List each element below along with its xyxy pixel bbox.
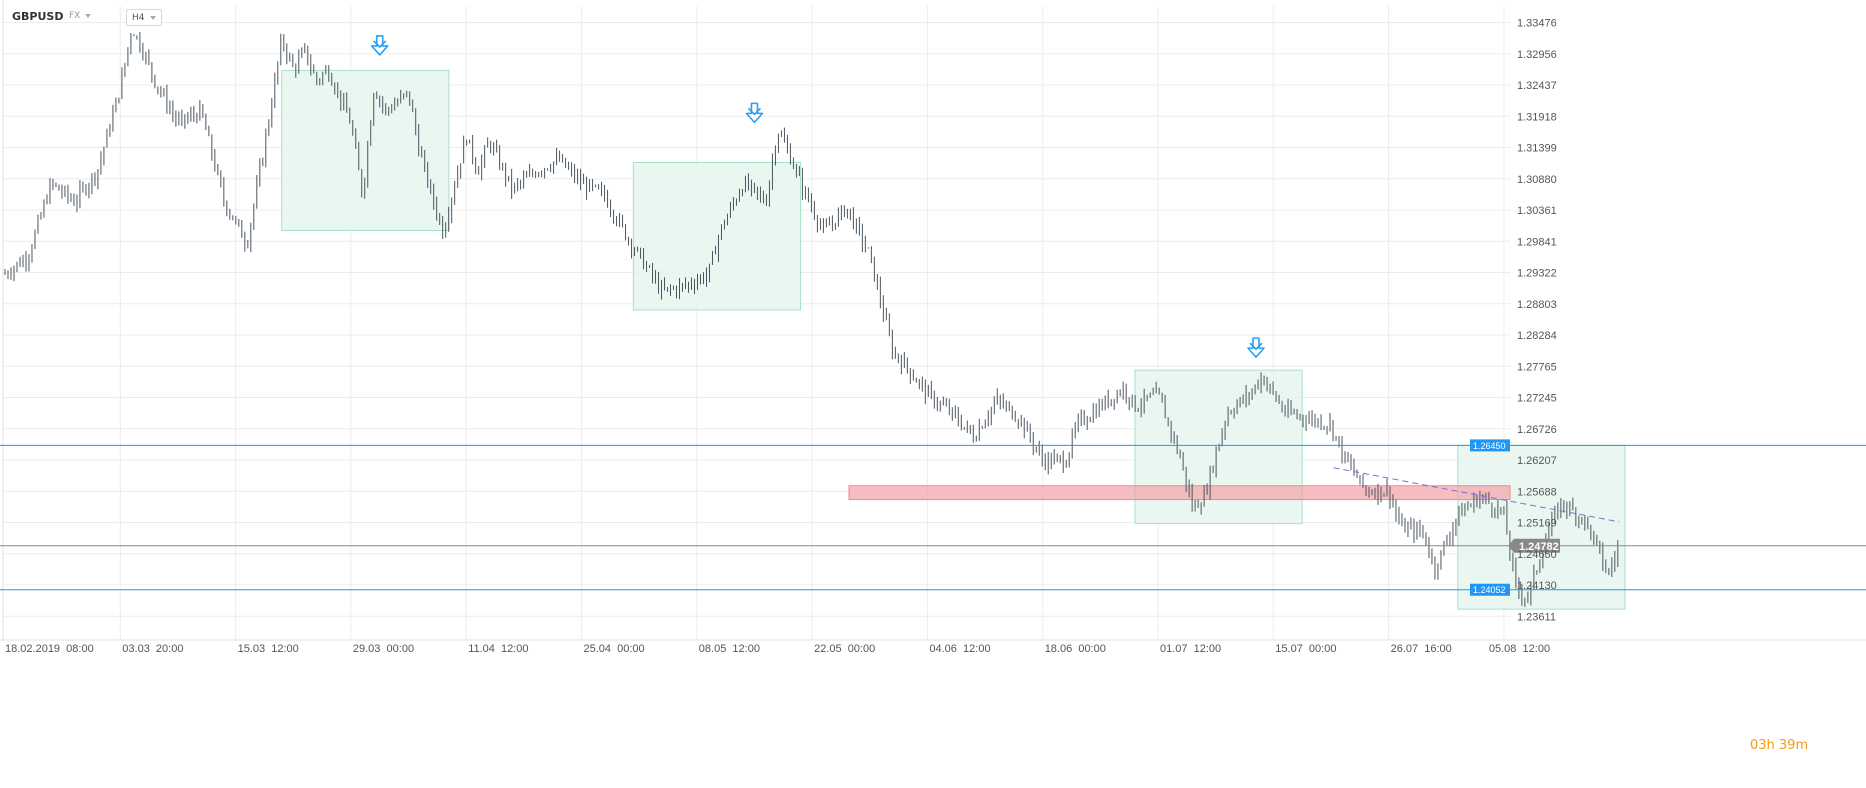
price-level-label: 1.24052 <box>1473 585 1506 595</box>
resistance-zone <box>848 485 1511 501</box>
highlight-box <box>1134 369 1303 525</box>
x-tick-label: 22.05 00:00 <box>814 643 875 655</box>
time-axis[interactable]: 18.02.2019 08:00 03.03 20:00 15.03 12:00 29… <box>5 643 1550 655</box>
signal-arrows <box>370 35 1265 358</box>
resistance-zone-rect <box>848 485 1511 501</box>
down-arrow-icon <box>1247 337 1265 358</box>
trendline[interactable] <box>1333 467 1620 523</box>
y-tick-label: 1.27765 <box>1517 361 1557 373</box>
x-tick-label: 05.08 12:00 <box>1489 643 1550 655</box>
y-tick-label: 1.32437 <box>1517 80 1557 92</box>
highlight-box <box>281 69 450 232</box>
x-tick-label: 15.03 12:00 <box>238 643 299 655</box>
price-level-badge <box>1470 439 1510 452</box>
grid <box>0 0 1866 641</box>
y-tick-label: 1.23611 <box>1517 611 1556 623</box>
arrow-chevron <box>373 40 387 49</box>
x-tick-label: 01.07 12:00 <box>1160 643 1221 655</box>
x-tick-label: 18.02.2019 08:00 <box>5 643 94 655</box>
price-axis[interactable]: 1.33476 1.32956 1.32437 1.31918 1.31399 1.308… <box>1517 17 1557 623</box>
price-level-label: 1.26450 <box>1473 441 1506 451</box>
chevron-down-icon <box>85 14 92 18</box>
down-arrow-icon <box>370 35 389 56</box>
y-tick-label: 1.30880 <box>1517 174 1557 186</box>
y-tick-label: 1.28803 <box>1517 299 1557 311</box>
market-selector[interactable]: FX <box>69 7 92 25</box>
y-tick-label: 1.24130 <box>1517 580 1557 592</box>
y-tick-label: 1.28284 <box>1517 330 1557 342</box>
arrow-chevron <box>747 107 762 116</box>
x-tick-label: 08.05 12:00 <box>699 643 760 655</box>
arrow-outline <box>745 102 764 124</box>
timeframe-label: H4 <box>132 12 145 23</box>
y-tick-label: 1.31399 <box>1517 143 1557 155</box>
x-tick-label: 04.06 12:00 <box>929 643 990 655</box>
x-tick-label: 18.06 00:00 <box>1045 643 1106 655</box>
x-tick-label: 11.04 12:00 <box>468 643 528 655</box>
timeframe-selector[interactable]: H4 <box>126 9 162 26</box>
down-arrow-icon <box>745 102 764 124</box>
market-label: FX <box>69 11 81 21</box>
last-price-label: 1.24782 <box>1519 541 1559 553</box>
symbol-label[interactable]: GBPUSD <box>12 9 64 23</box>
x-tick-label: 26.07 16:00 <box>1391 643 1452 655</box>
bar-countdown: 03h 39m <box>1750 738 1809 753</box>
y-tick-label: 1.29322 <box>1517 268 1557 280</box>
chevron-down-icon <box>149 15 156 20</box>
y-tick-label: 1.31918 <box>1517 111 1557 123</box>
ohlc-bars <box>4 31 1619 607</box>
y-tick-label: 1.24650 <box>1517 549 1557 561</box>
y-tick-label: 1.26207 <box>1517 455 1557 467</box>
y-tick-label: 1.33476 <box>1517 17 1557 29</box>
x-tick-label: 25.04 00:00 <box>584 643 645 655</box>
y-tick-label: 1.30361 <box>1517 205 1557 217</box>
y-tick-label: 1.25688 <box>1517 486 1557 498</box>
y-tick-label: 1.27245 <box>1517 393 1557 405</box>
x-tick-label: 29.03 00:00 <box>353 643 414 655</box>
price-levels[interactable]: 1.26450 1.24052 1.24782 <box>0 439 1866 596</box>
highlight-box <box>1457 444 1626 610</box>
x-tick-label: 15.07 00:00 <box>1275 643 1336 655</box>
arrow-outline <box>1247 337 1265 358</box>
y-tick-label: 1.25169 <box>1517 518 1557 530</box>
y-tick-label: 1.32956 <box>1517 49 1557 61</box>
x-tick-label: 03.03 20:00 <box>122 643 183 655</box>
highlight-boxes <box>281 69 1626 610</box>
y-tick-label: 1.29841 <box>1517 236 1557 248</box>
arrow-chevron <box>1249 342 1263 351</box>
last-price-badge <box>1508 538 1560 553</box>
y-tick-label: 1.26726 <box>1517 424 1557 436</box>
price-level-badge <box>1470 583 1510 596</box>
arrow-outline <box>370 35 389 56</box>
dashed-trendline[interactable] <box>1333 467 1620 523</box>
